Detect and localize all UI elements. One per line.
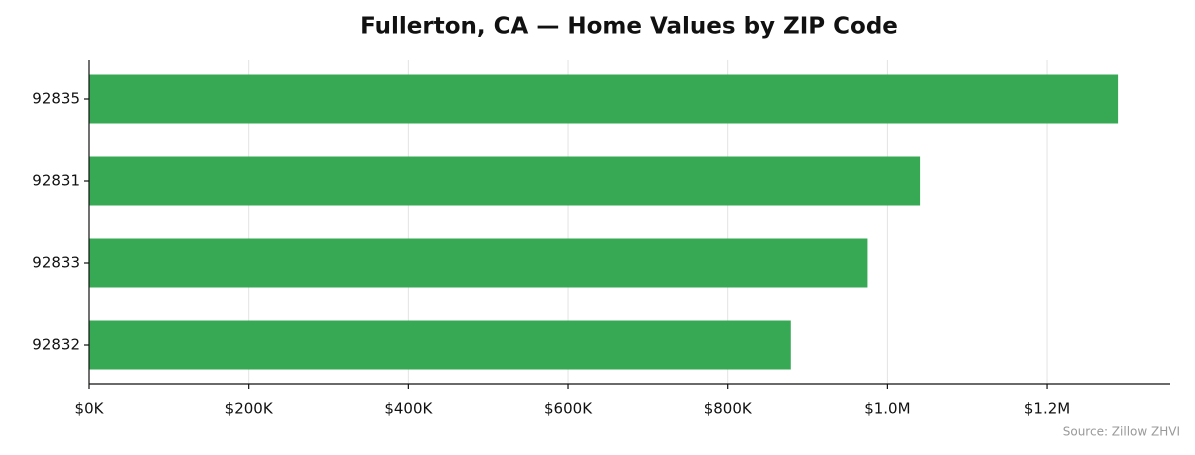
bar	[89, 320, 791, 370]
bar	[89, 74, 1119, 124]
x-tick-label: $0K	[75, 400, 105, 418]
x-tick-label: $1.0M	[864, 400, 910, 418]
y-tick-label: 92833	[32, 254, 80, 272]
x-tick-label: $400K	[384, 400, 433, 418]
x-tick-label: $200K	[225, 400, 274, 418]
chart-title: Fullerton, CA — Home Values by ZIP Code	[360, 14, 898, 40]
bar	[89, 238, 868, 288]
y-tick-label: 92835	[32, 90, 80, 108]
x-tick-label: $800K	[704, 400, 753, 418]
x-tick-label: $1.2M	[1024, 400, 1070, 418]
source-note: Source: Zillow ZHVI	[1063, 425, 1180, 439]
y-tick-label: 92831	[32, 172, 80, 190]
y-tick-label: 92832	[32, 336, 80, 354]
bar	[89, 156, 921, 206]
x-tick-label: $600K	[544, 400, 593, 418]
